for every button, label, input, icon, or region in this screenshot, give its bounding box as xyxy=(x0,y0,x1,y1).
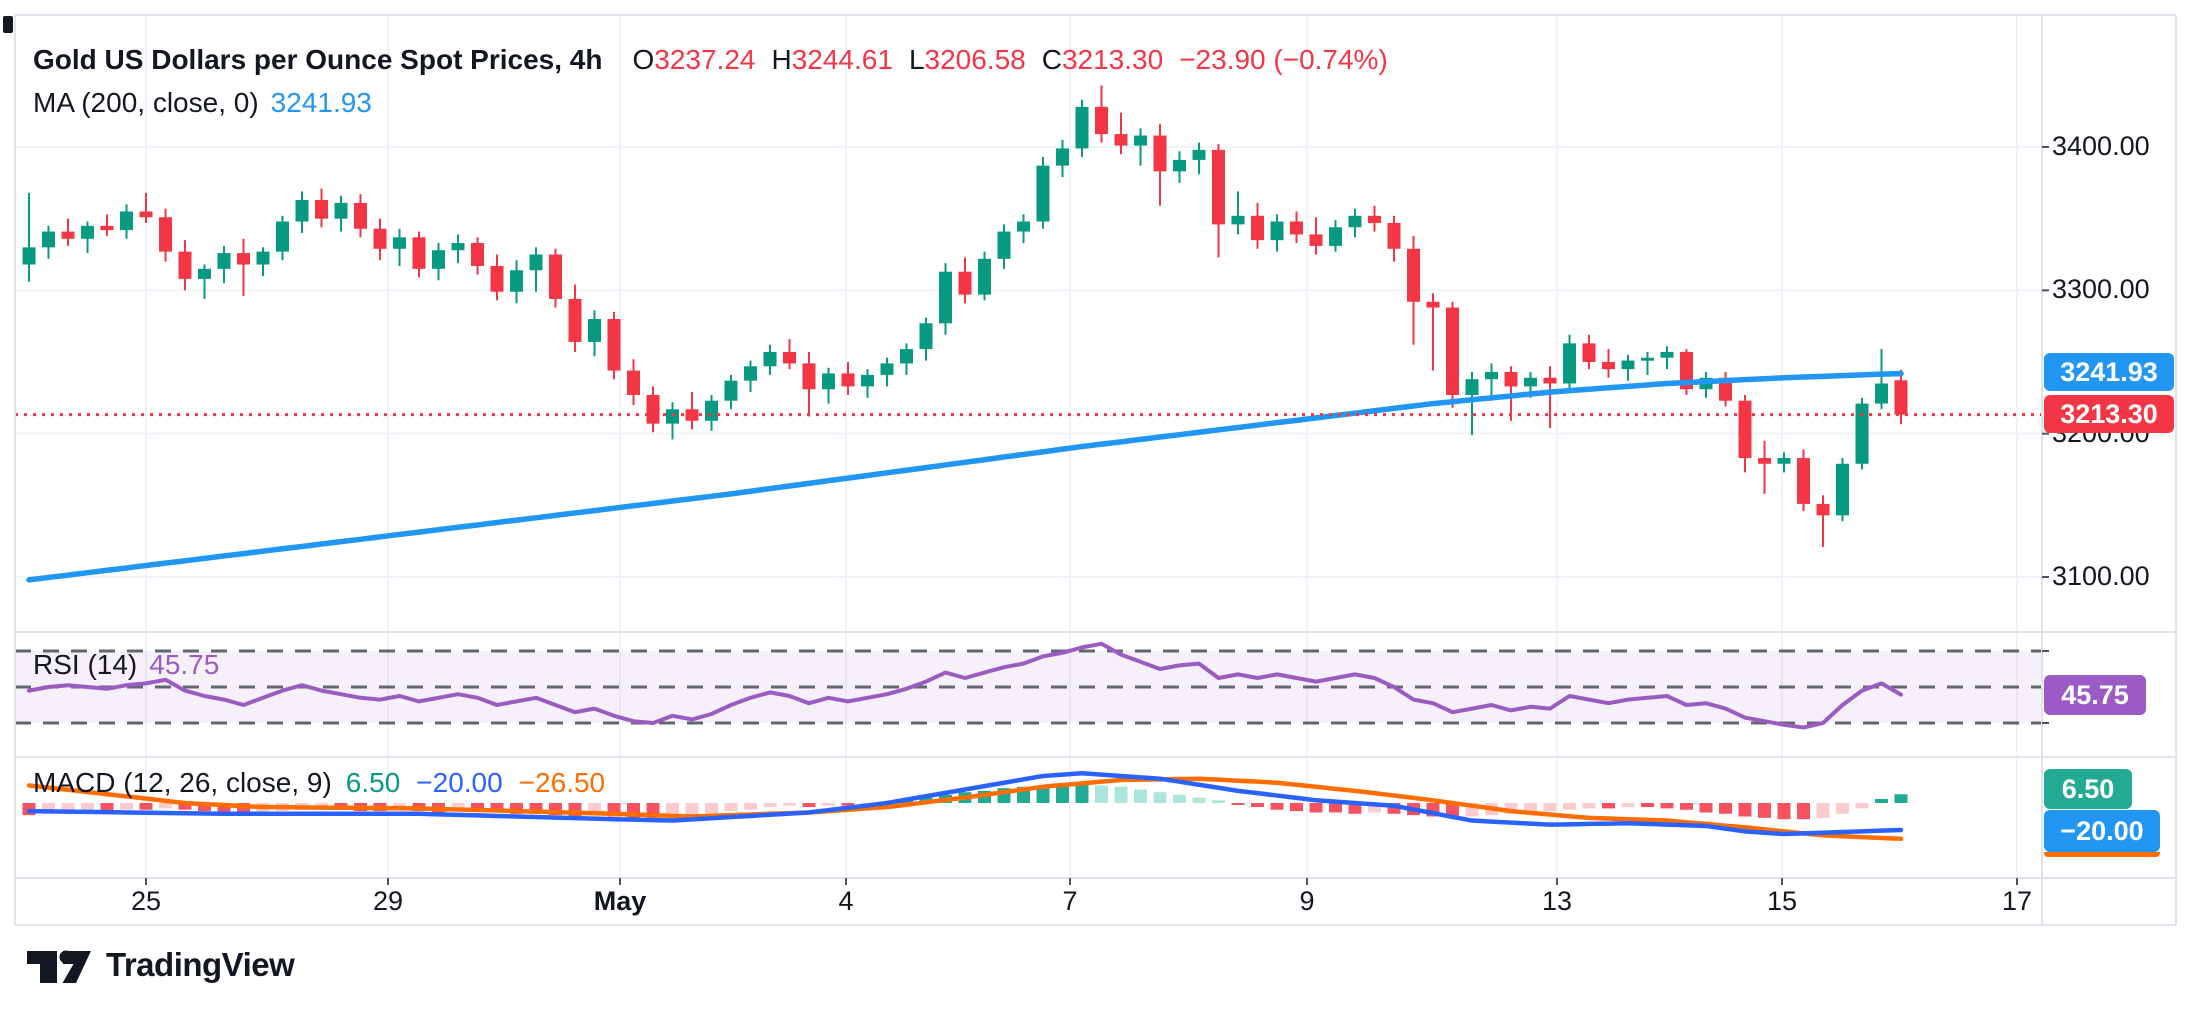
rsi-value-badge[interactable]: 45.75 xyxy=(2044,675,2146,715)
symbol-title[interactable]: Gold US Dollars per Ounce Spot Prices, 4… xyxy=(33,44,603,75)
ma-legend-value: 3241.93 xyxy=(270,87,372,118)
ohlc-low: L3206.58 xyxy=(908,44,1026,75)
tradingview-logo-icon xyxy=(27,950,91,983)
rsi-legend-label[interactable]: RSI (14) xyxy=(33,649,138,680)
macd-line-value: −20.00 xyxy=(416,767,503,798)
macd-hist-value: 6.50 xyxy=(345,767,401,798)
time-tick-label: 29 xyxy=(372,886,404,916)
corner-mark xyxy=(3,16,13,33)
macd-signal-badge-edge xyxy=(2044,852,2160,857)
ohlc-open: O3237.24 xyxy=(632,44,756,75)
ma-legend: MA (200, close, 0) 3241.93 xyxy=(33,87,372,119)
price-tick-label: 3400.00 xyxy=(2052,131,2150,161)
tradingview-logo-text: TradingView xyxy=(106,946,295,983)
time-tick-label: 13 xyxy=(1541,886,1573,916)
rsi-legend: RSI (14) 45.75 xyxy=(33,649,219,681)
rsi-legend-value: 45.75 xyxy=(149,649,220,680)
ohlc-high: H3244.61 xyxy=(771,44,893,75)
last-price-badge[interactable]: 3213.30 xyxy=(2044,395,2174,433)
time-tick-label: 25 xyxy=(130,886,162,916)
time-tick-label: 4 xyxy=(838,886,854,916)
tradingview-logo[interactable]: TradingView xyxy=(26,944,295,986)
ohlc-close: C3213.30 xyxy=(1041,44,1164,75)
time-tick-label: 9 xyxy=(1299,886,1315,916)
time-tick-label: May xyxy=(593,886,647,916)
price-tick-label: 3100.00 xyxy=(2052,560,2150,591)
change-value: −23.90 (−0.74%) xyxy=(1179,44,1388,75)
time-tick-label: 7 xyxy=(1062,886,1078,916)
main-legend: Gold US Dollars per Ounce Spot Prices, 4… xyxy=(33,44,1388,76)
macd-legend-label[interactable]: MACD (12, 26, close, 9) xyxy=(33,767,332,798)
ma-legend-label[interactable]: MA (200, close, 0) xyxy=(33,87,259,118)
time-tick-label: 15 xyxy=(1766,886,1798,916)
macd-legend: MACD (12, 26, close, 9) 6.50 −20.00 −26.… xyxy=(33,767,605,799)
price-tick-label: 3300.00 xyxy=(2052,274,2150,305)
time-tick-label: 17 xyxy=(2001,886,2033,916)
macd-hist-badge[interactable]: 6.50 xyxy=(2044,769,2132,809)
ma-price-badge[interactable]: 3241.93 xyxy=(2044,353,2174,391)
macd-line-badge[interactable]: −20.00 xyxy=(2044,810,2160,852)
macd-signal-value: −26.50 xyxy=(518,767,606,798)
